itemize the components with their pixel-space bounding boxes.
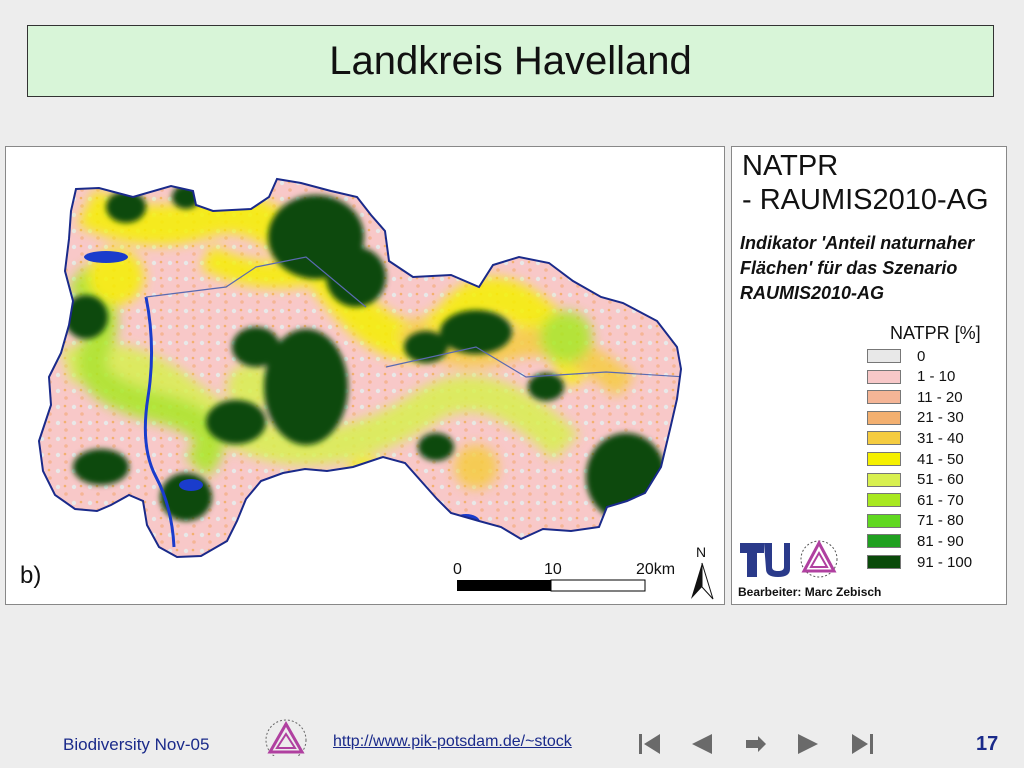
legend-swatch xyxy=(867,493,901,508)
legend-author: Bearbeiter: Marc Zebisch xyxy=(738,585,882,599)
scale-bar: 0 10 20km xyxy=(453,561,675,592)
legend-label: 81 - 90 xyxy=(917,532,964,550)
legend-row: 91 - 100 xyxy=(867,553,972,571)
legend-label: 91 - 100 xyxy=(917,553,973,571)
legend-row: 71 - 80 xyxy=(867,512,964,530)
legend-row: 51 - 60 xyxy=(867,471,964,489)
legend-row: 81 - 90 xyxy=(867,532,964,550)
legend-label: 61 - 70 xyxy=(917,491,964,509)
legend-title: NATPR - RAUMIS2010-AG xyxy=(742,149,989,217)
legend-label: 51 - 60 xyxy=(917,471,964,489)
legend-swatch xyxy=(867,472,901,487)
legend-label: 11 - 20 xyxy=(917,388,963,406)
legend-label: 31 - 40 xyxy=(917,429,964,447)
legend-swatch xyxy=(867,390,901,405)
legend-row: 1 - 10 xyxy=(867,368,955,386)
nav-return-icon[interactable] xyxy=(744,733,768,760)
page-number: 17 xyxy=(976,733,999,755)
natpr-map: b) 0 10 20km N xyxy=(20,178,714,600)
pik-logo xyxy=(800,539,838,578)
legend-swatch xyxy=(867,555,901,569)
legend-row: 41 - 50 xyxy=(867,450,964,468)
north-arrow-icon: N xyxy=(691,544,714,600)
nav-first-icon[interactable] xyxy=(638,733,662,760)
legend-label: 1 - 10 xyxy=(917,368,956,386)
slide-title-box: Landkreis Havelland xyxy=(27,25,994,97)
footer-link[interactable]: http://www.pik-potsdam.de/~stock xyxy=(333,733,572,750)
legend-swatch xyxy=(867,534,901,549)
legend-label: 0 xyxy=(917,347,926,365)
legend-swatch xyxy=(867,452,901,466)
nav-last-icon[interactable] xyxy=(850,733,874,760)
legend-label: 41 - 50 xyxy=(917,450,964,468)
legend-swatch xyxy=(867,431,901,446)
legend-header: NATPR [%] xyxy=(890,323,981,343)
slide-title: Landkreis Havelland xyxy=(329,38,692,83)
north-label: N xyxy=(696,544,706,560)
legend-row: 0 xyxy=(867,347,925,365)
footer-event: Biodiversity Nov-05 xyxy=(63,735,210,754)
nav-prev-icon[interactable] xyxy=(690,733,714,760)
legend-row: 21 - 30 xyxy=(867,409,964,427)
legend-row: 31 - 40 xyxy=(867,429,964,447)
legend-swatch xyxy=(867,513,901,528)
legend-swatch xyxy=(867,410,901,425)
nav-next-icon[interactable] xyxy=(796,733,820,760)
scale-tick-0: 0 xyxy=(453,561,462,578)
legend-swatch xyxy=(867,369,901,384)
map-panel: b) 0 10 20km N xyxy=(5,146,725,605)
map-panel-label: b) xyxy=(20,562,41,589)
tu-berlin-logo xyxy=(740,543,790,577)
legend-title-line1: NATPR xyxy=(742,150,839,182)
footer-pik-logo xyxy=(265,719,307,766)
legend-row: 61 - 70 xyxy=(867,491,964,509)
legend-subtitle: Indikator 'Anteil naturnaher Flächen' fü… xyxy=(740,233,975,303)
legend-label: 21 - 30 xyxy=(917,409,964,427)
legend-row: 11 - 20 xyxy=(867,388,963,406)
legend-title-line2: - RAUMIS2010-AG xyxy=(742,184,989,216)
legend-label: 71 - 80 xyxy=(917,512,964,530)
scale-tick-10: 10 xyxy=(544,561,562,578)
scale-tick-20km: 20km xyxy=(636,561,675,578)
legend-swatch xyxy=(867,349,901,363)
legend-panel: NATPR - RAUMIS2010-AG Indikator 'Anteil … xyxy=(731,146,1007,605)
